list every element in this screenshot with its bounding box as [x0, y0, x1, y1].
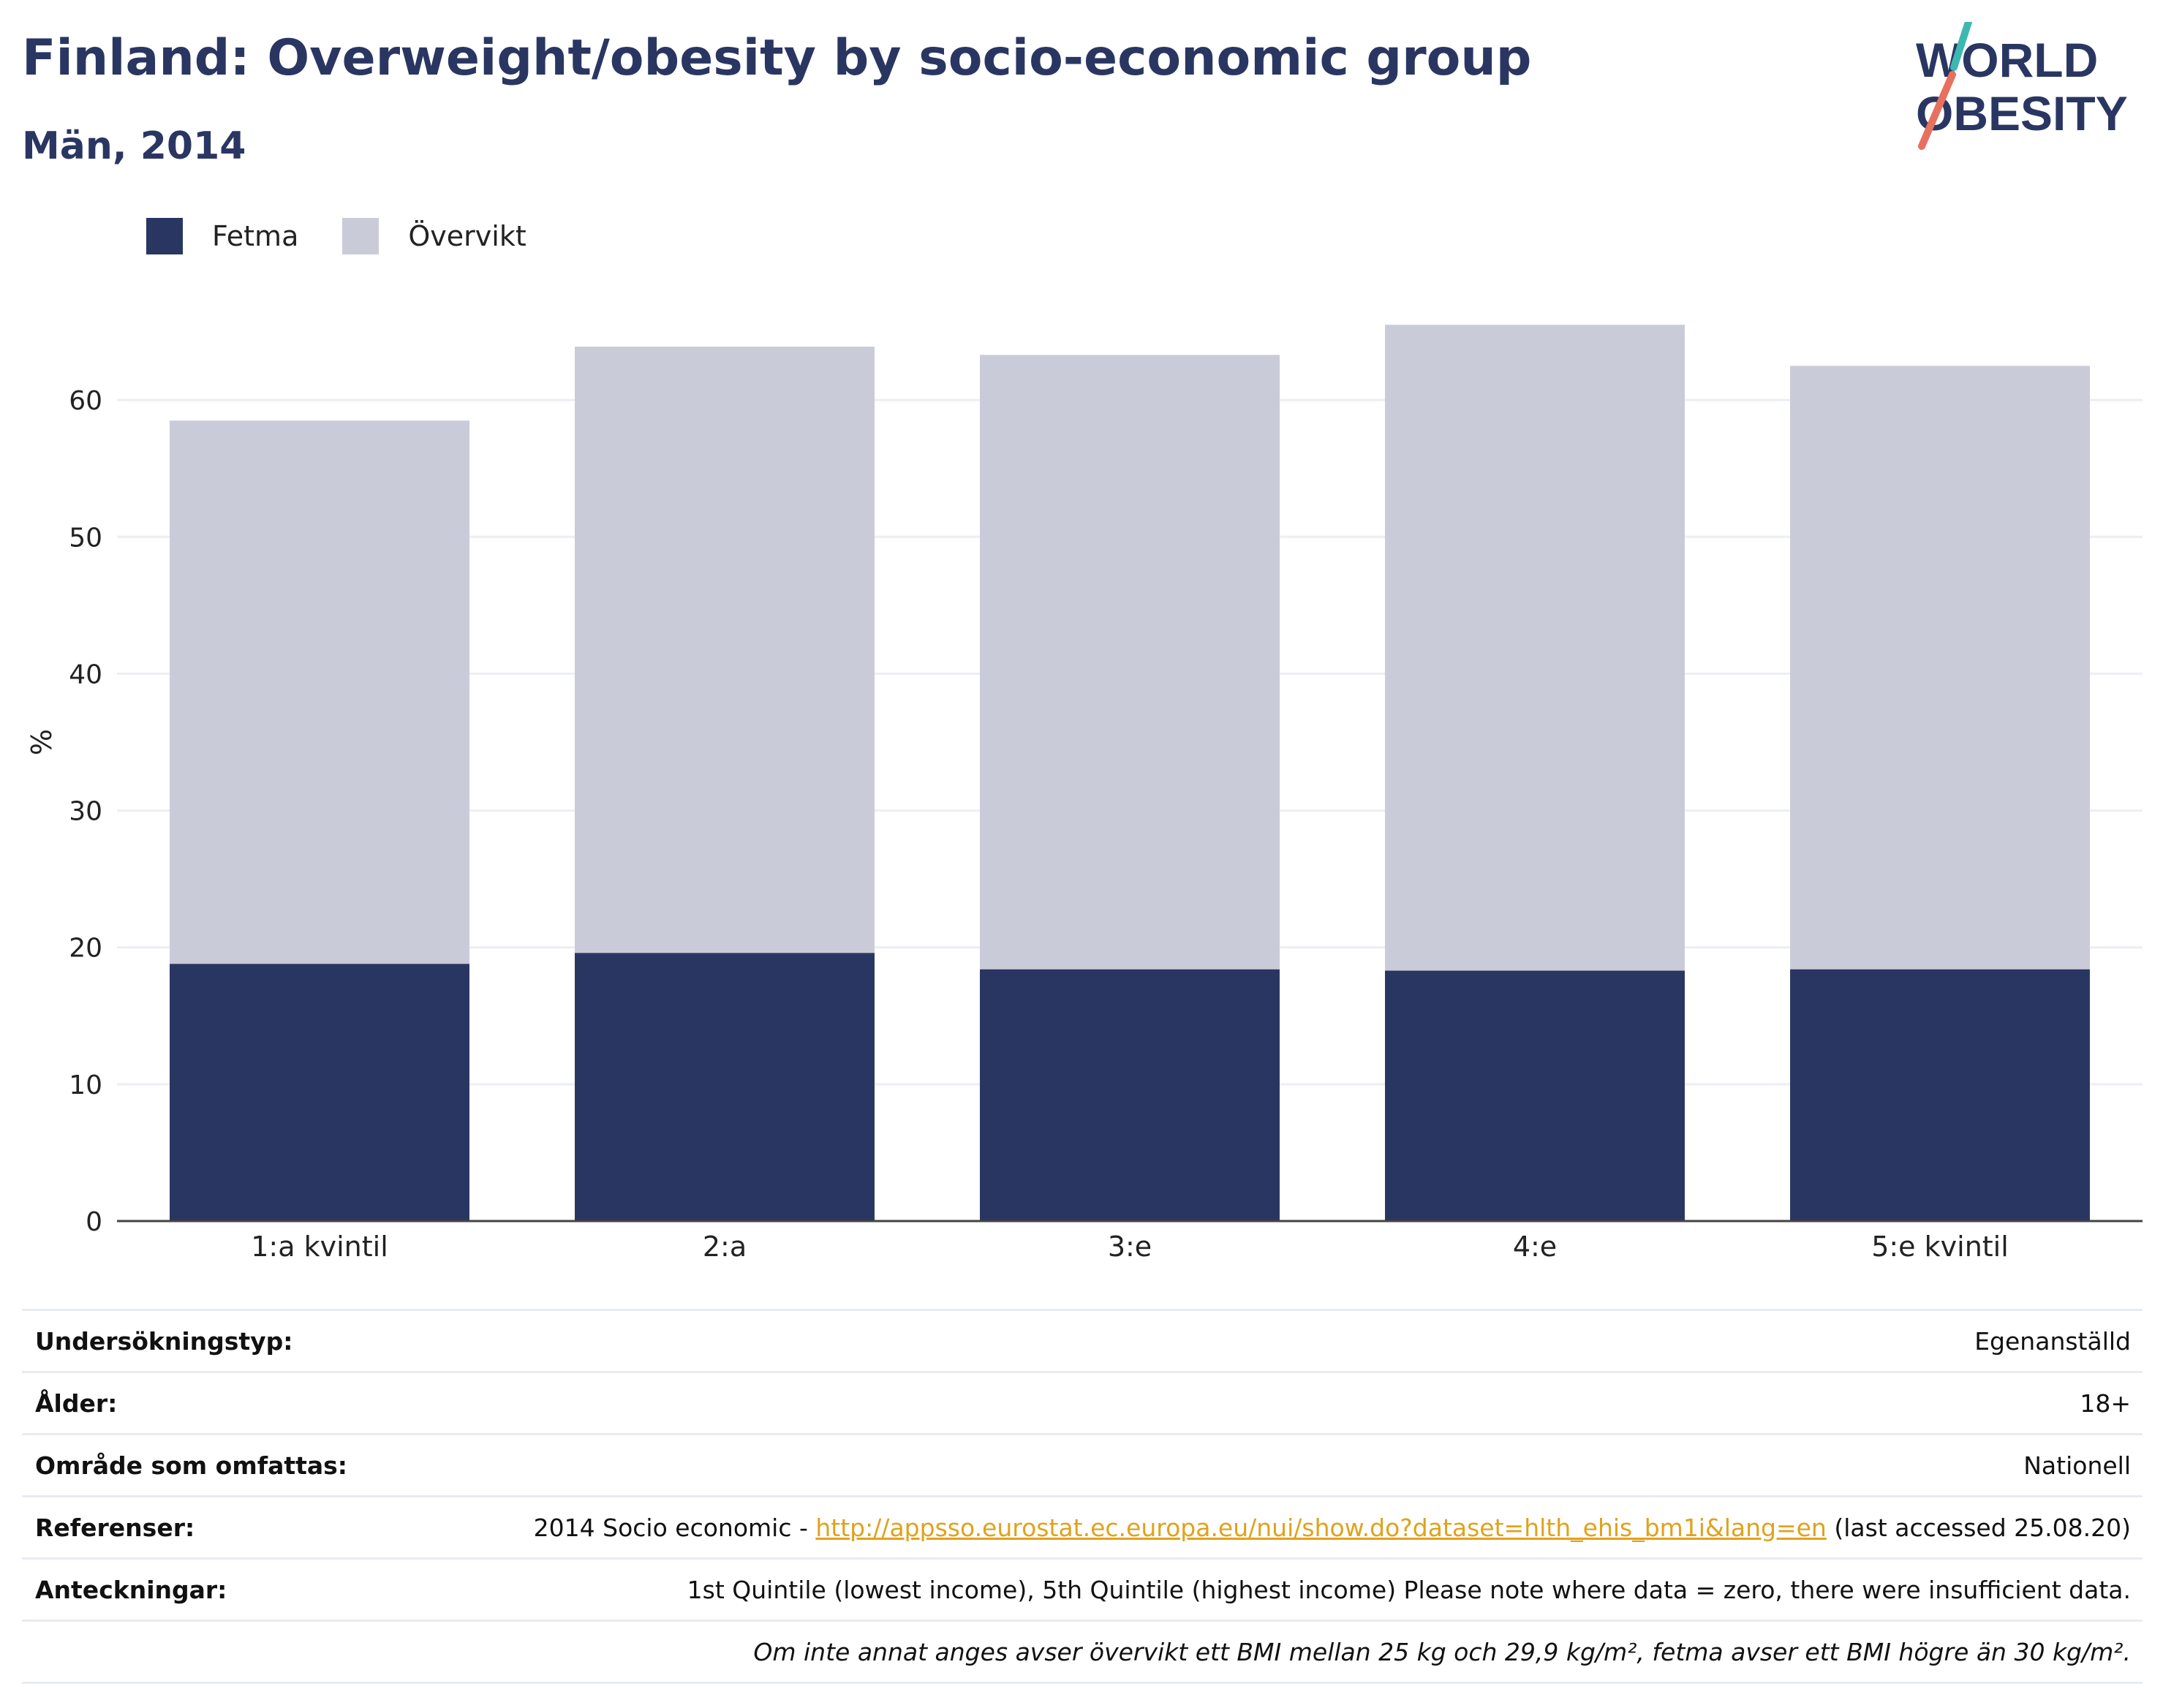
meta-value-references: 2014 Socio economic - http://appsso.euro… [534, 1514, 2143, 1542]
bar-fetma[interactable] [1790, 969, 2090, 1221]
meta-label: Ålder: [35, 1388, 118, 1418]
metadata-table: Undersökningstyp: Egenanställd Ålder: 18… [22, 1309, 2143, 1684]
meta-row-notes: Anteckningar: 1st Quintile (lowest incom… [22, 1557, 2143, 1620]
y-tick-label: 0 [86, 1207, 102, 1237]
bar-overvikt[interactable] [575, 347, 875, 953]
meta-value: Om inte annat anges avser övervikt ett B… [753, 1637, 2131, 1666]
legend-item-overvikt[interactable]: Övervikt [342, 217, 526, 254]
meta-row-bmi-note: Om inte annat anges avser övervikt ett B… [22, 1620, 2143, 1684]
meta-row-references: Referenser: 2014 Socio economic - http:/… [22, 1495, 2143, 1557]
x-tick-label: 2:a [703, 1231, 747, 1258]
y-tick-label: 40 [69, 660, 102, 689]
bar-fetma[interactable] [1385, 970, 1685, 1221]
y-tick-label: 10 [69, 1070, 102, 1100]
meta-row-survey-type: Undersökningstyp: Egenanställd [22, 1309, 2143, 1371]
reference-prefix: 2014 Socio economic - [533, 1513, 816, 1542]
logo-line2: OBESITY [1916, 86, 2128, 140]
bar-overvikt[interactable] [1385, 325, 1685, 971]
legend-label-fetma: Fetma [212, 219, 299, 252]
bar-overvikt[interactable] [170, 420, 469, 964]
meta-label: Område som omfattas: [35, 1451, 348, 1480]
y-tick-label: 20 [69, 934, 102, 964]
meta-row-age: Ålder: 18+ [22, 1371, 2143, 1433]
meta-row-area: Område som omfattas: Nationell [22, 1433, 2143, 1495]
bar-fetma[interactable] [170, 964, 469, 1221]
legend-swatch-fetma [146, 217, 183, 254]
x-tick-label: 3:e [1108, 1231, 1152, 1258]
legend-label-overvikt: Övervikt [408, 219, 526, 252]
bar-fetma[interactable] [980, 969, 1280, 1221]
bar-overvikt[interactable] [1790, 366, 2090, 970]
logo-line1: WORLD [1916, 33, 2098, 87]
reference-link[interactable]: http://appsso.eurostat.ec.europa.eu/nui/… [815, 1513, 1827, 1542]
x-tick-label: 5:e kvintil [1871, 1231, 2009, 1258]
meta-value: 18+ [2080, 1388, 2131, 1418]
world-obesity-logo: WORLD OBESITY [1916, 22, 2128, 150]
bar-fetma[interactable] [575, 953, 875, 1221]
meta-label: Undersökningstyp: [35, 1326, 293, 1356]
chart-subtitle: Män, 2014 [22, 124, 246, 168]
y-tick-label: 30 [69, 797, 102, 827]
meta-value: 1st Quintile (lowest income), 5th Quinti… [687, 1575, 2131, 1604]
stacked-bar-chart: 0 10 20 30 40 50 60% 1:a kvintil 2:a 3:e 4:e 5:e kv… [26, 325, 2143, 1258]
chart-title: Finland: Overweight/obesity by socio-eco… [22, 29, 1532, 87]
x-tick-label: 1:a kvintil [251, 1231, 388, 1258]
bar-overvikt[interactable] [980, 355, 1280, 970]
meta-label: Anteckningar: [35, 1575, 227, 1604]
y-tick-label: 60 [69, 386, 102, 416]
legend-item-fetma[interactable]: Fetma [146, 217, 299, 254]
y-axis-label: % [26, 729, 58, 755]
legend-swatch-overvikt [342, 217, 380, 254]
meta-value: Egenanställd [1974, 1326, 2131, 1356]
reference-suffix: (last accessed 25.08.20) [1826, 1513, 2131, 1542]
y-tick-label: 50 [69, 523, 102, 553]
chart-legend: Fetma Övervikt [146, 216, 570, 256]
x-tick-label: 4:e [1513, 1231, 1557, 1258]
meta-value: Nationell [2023, 1451, 2131, 1480]
meta-label: Referenser: [35, 1513, 195, 1542]
